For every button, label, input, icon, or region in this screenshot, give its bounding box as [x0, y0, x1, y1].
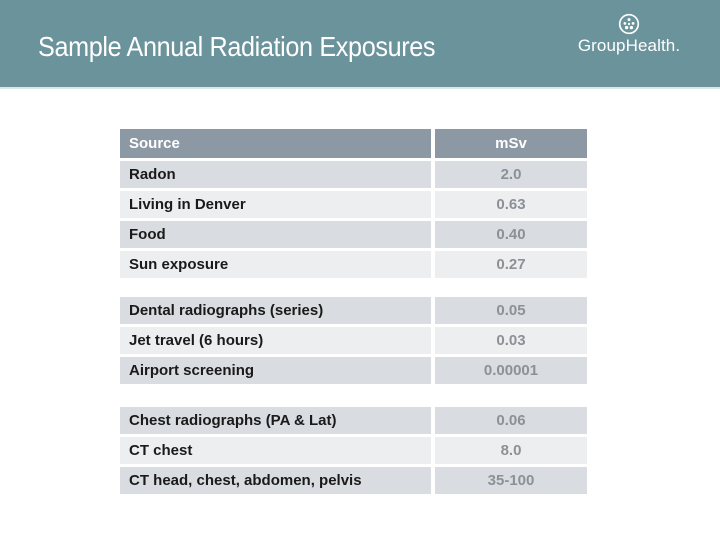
table-row: Jet travel (6 hours) 0.03: [120, 327, 587, 354]
table-row: Chest radiographs (PA & Lat) 0.06: [120, 407, 587, 434]
source-cell: CT chest: [120, 437, 431, 464]
table-row: Living in Denver 0.63: [120, 191, 587, 218]
source-cell: Airport screening: [120, 357, 431, 384]
msv-cell: 2.0: [435, 161, 587, 188]
column-header-source: Source: [120, 129, 431, 158]
source-cell: Sun exposure: [120, 251, 431, 278]
table-row: CT head, chest, abdomen, pelvis 35-100: [120, 467, 587, 494]
msv-cell: 0.00001: [435, 357, 587, 384]
source-cell: Chest radiographs (PA & Lat): [120, 407, 431, 434]
title-band: Sample Annual Radiation Exposures GroupH…: [0, 0, 720, 89]
msv-cell: 0.27: [435, 251, 587, 278]
source-cell: Living in Denver: [120, 191, 431, 218]
table-row: Dental radiographs (series) 0.05: [120, 297, 587, 324]
source-cell: Food: [120, 221, 431, 248]
msv-cell: 0.05: [435, 297, 587, 324]
grouphealth-figure-circle-icon: [618, 13, 640, 35]
table-row: Food 0.40: [120, 221, 587, 248]
msv-cell: 8.0: [435, 437, 587, 464]
table-row: CT chest 8.0: [120, 437, 587, 464]
page-title: Sample Annual Radiation Exposures: [38, 31, 436, 62]
source-cell: Radon: [120, 161, 431, 188]
group-spacer: [120, 387, 587, 407]
table-header-row: Source mSv: [120, 129, 587, 158]
grouphealth-logo: GroupHealth.: [570, 13, 688, 56]
radiation-table: Source mSv Radon 2.0 Living in Denver 0.…: [120, 129, 587, 497]
table-row: Sun exposure 0.27: [120, 251, 587, 278]
table-row: Airport screening 0.00001: [120, 357, 587, 384]
group-spacer: [120, 281, 587, 297]
source-cell: Jet travel (6 hours): [120, 327, 431, 354]
source-cell: CT head, chest, abdomen, pelvis: [120, 467, 431, 494]
msv-cell: 0.63: [435, 191, 587, 218]
msv-cell: 0.40: [435, 221, 587, 248]
msv-cell: 0.06: [435, 407, 587, 434]
table-row: Radon 2.0: [120, 161, 587, 188]
logo-text: GroupHealth.: [577, 36, 681, 55]
msv-cell: 0.03: [435, 327, 587, 354]
msv-cell: 35-100: [435, 467, 587, 494]
source-cell: Dental radiographs (series): [120, 297, 431, 324]
column-header-msv: mSv: [435, 129, 587, 158]
